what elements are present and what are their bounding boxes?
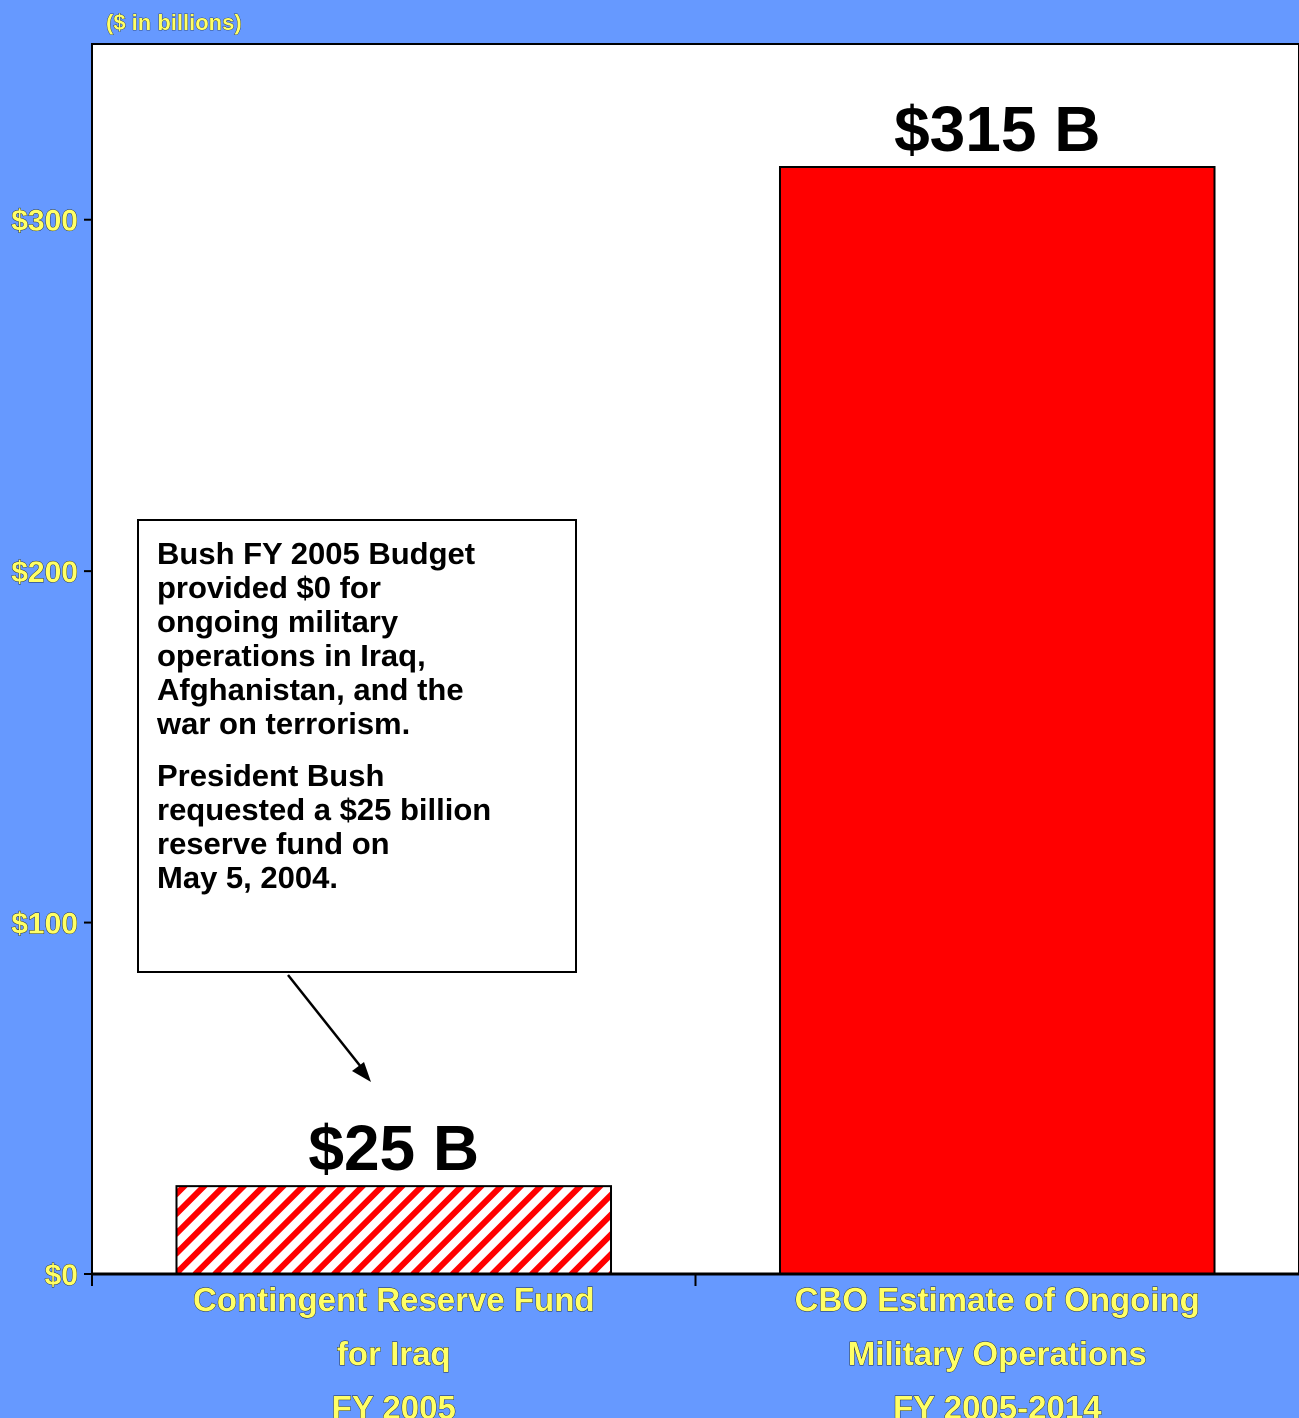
category-label-1-line-2: for Iraq bbox=[337, 1335, 451, 1372]
unit-label: ($ in billions) bbox=[106, 10, 242, 35]
y-tick-label-3: $200 bbox=[11, 556, 78, 589]
category-label-1-line-1: Contingent Reserve Fund bbox=[193, 1281, 595, 1318]
category-label-1-line-3: FY 2005 bbox=[332, 1389, 456, 1418]
data-label-2: $315 B bbox=[894, 93, 1100, 165]
y-tick-label-1: $0 bbox=[45, 1259, 78, 1292]
category-label-2-line-1: CBO Estimate of Ongoing bbox=[795, 1281, 1200, 1318]
y-tick-label-4: $300 bbox=[11, 205, 78, 238]
data-label-1: $25 B bbox=[308, 1112, 479, 1184]
annotation-paragraph-1: Bush FY 2005 Budget provided $0 for ongo… bbox=[157, 536, 476, 741]
category-label-2-line-3: FY 2005-2014 bbox=[893, 1389, 1102, 1418]
bar-1 bbox=[175, 1185, 613, 1275]
annotation-callout: Bush FY 2005 Budget provided $0 for ongo… bbox=[137, 519, 577, 973]
y-tick-label-2: $100 bbox=[11, 908, 78, 941]
bar-2 bbox=[778, 166, 1216, 1275]
category-label-2-line-2: Military Operations bbox=[848, 1335, 1147, 1372]
annotation-paragraph-2: President Bush requested a $25 billion r… bbox=[157, 758, 492, 895]
